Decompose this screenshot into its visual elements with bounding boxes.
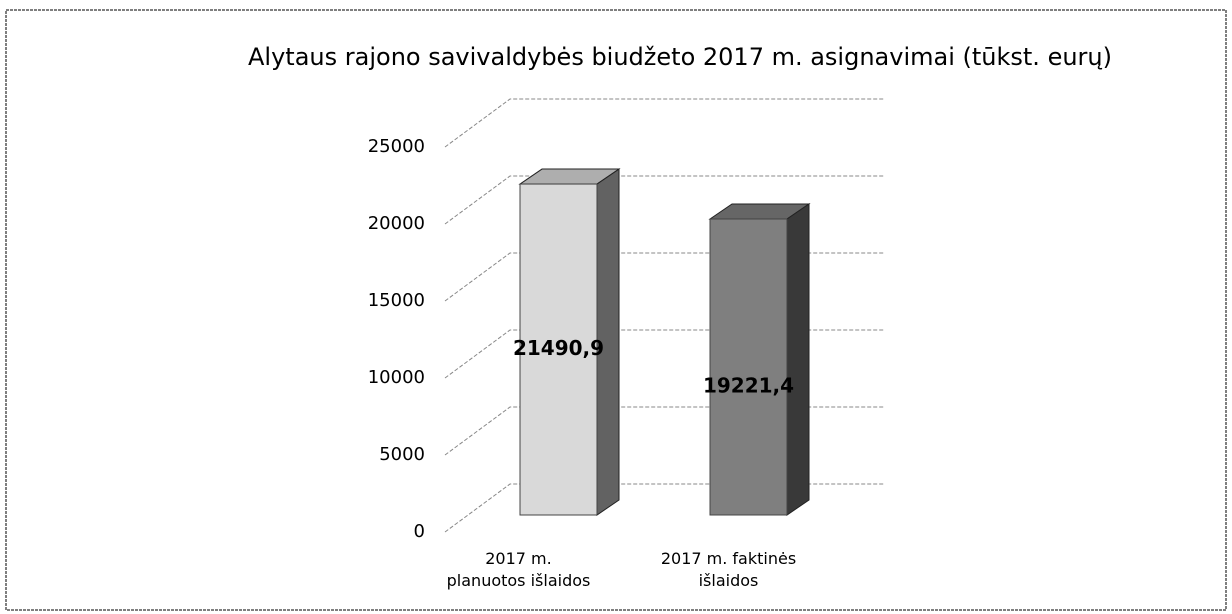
bar xyxy=(708,203,811,516)
x-tick-label: 2017 m. planuotos išlaidos xyxy=(446,549,591,590)
grid-line xyxy=(444,252,885,302)
grid-line xyxy=(444,406,885,456)
frame xyxy=(5,9,1227,611)
bar xyxy=(518,168,621,516)
y-tick-label: 0 xyxy=(414,521,425,542)
grid-line xyxy=(444,483,885,533)
grid-line xyxy=(444,175,885,225)
y-tick-label: 5000 xyxy=(379,444,425,465)
bar-front xyxy=(519,183,598,516)
bar-front xyxy=(709,218,788,516)
y-tick-label: 10000 xyxy=(368,367,425,388)
bar-side xyxy=(786,203,810,516)
data-label: 19221,4 xyxy=(703,373,794,397)
chart-title: Alytaus rajono savivaldybės biudžeto 201… xyxy=(248,43,1112,71)
y-tick-label: 15000 xyxy=(368,290,425,311)
x-tick-label: 2017 m. faktinės išlaidos xyxy=(660,549,797,590)
y-tick-label: 25000 xyxy=(368,136,425,157)
data-label: 21490,9 xyxy=(513,336,604,360)
grid-line xyxy=(444,329,885,379)
grid-line xyxy=(444,98,885,148)
y-tick-label: 20000 xyxy=(368,213,425,234)
